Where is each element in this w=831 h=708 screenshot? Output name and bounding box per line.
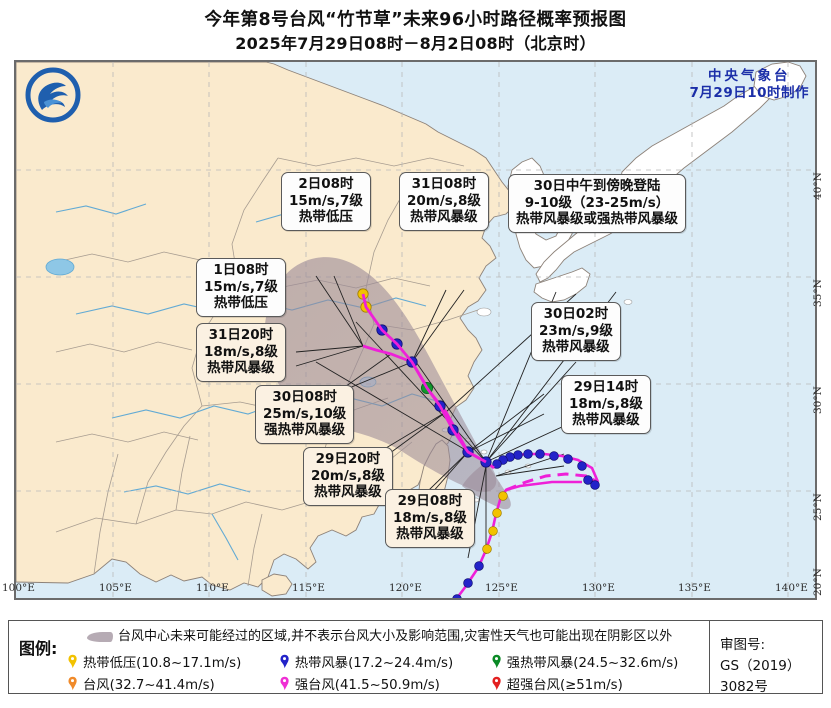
cone-swatch-icon: [87, 631, 113, 642]
axis-lat-20: 20°N: [812, 568, 824, 596]
legend-row-1: 热带低压(10.8~17.1m/s) 热带风暴(17.2~24.4m/s): [67, 650, 707, 672]
lake-1: [45, 258, 75, 276]
legend-cone-note: 台风中心未来可能经过的区域,并不表示台风大小及影响范围,灾害性天气也可能出现在阴…: [118, 629, 673, 644]
typhoon-symbol-icon: [67, 654, 78, 669]
typhoon-symbol-icon: [491, 654, 502, 669]
probability-cone: [264, 257, 497, 492]
callout-wind: 18m/s,8级: [393, 509, 467, 526]
callout-f-0729-14[interactable]: 29日14时 18m/s,8级 热带风暴级: [561, 375, 651, 434]
callout-time: 30日08时: [272, 389, 337, 405]
title-line-2: 2025年7月29日08时－8月2日08时（北京时）: [235, 34, 596, 53]
callout-grade: 热带风暴级: [396, 526, 464, 542]
legend-label-ts: 热带风暴(17.2~24.4m/s): [294, 655, 454, 671]
hainan-land: [261, 573, 293, 597]
callout-wind: 23m/s,9级: [539, 322, 613, 339]
callout-time: 1日08时: [213, 262, 269, 278]
callout-wind: 18m/s,8级: [204, 343, 278, 360]
cma-agency-name: 中央气象台: [708, 68, 791, 84]
callout-grade: 热带风暴级: [207, 360, 275, 376]
axis-lon-125: 125°E: [485, 582, 518, 594]
axis-lat-30: 30°N: [812, 386, 824, 414]
callout-time: 29日08时: [397, 493, 463, 509]
typhoon-symbol-icon: [67, 676, 78, 691]
cma-issue-time: 7月29日10时制作: [689, 85, 809, 101]
callout-grade: 热带风暴级: [542, 339, 610, 355]
callout-time: 29日14时: [573, 379, 639, 395]
callout-grade: 热带风暴级: [572, 412, 640, 428]
axis-lon-120: 120°E: [389, 582, 422, 594]
axis-lon-135: 135°E: [678, 582, 711, 594]
callout-f-0729-20[interactable]: 29日20时 20m/s,8级 热带风暴级: [303, 447, 393, 506]
legend-label-sts: 强热带风暴(24.5~32.6m/s): [506, 655, 679, 671]
typhoon-symbol-icon: [279, 676, 290, 691]
callout-time: 2日08时: [298, 176, 354, 192]
callout-f-0731-08[interactable]: 31日08时 20m/s,8级 热带风暴级: [399, 172, 489, 231]
callout-f-0729-08[interactable]: 29日08时 18m/s,8级 热带风暴级: [385, 489, 475, 548]
legend-label-td: 热带低压(10.8~17.1m/s): [83, 655, 242, 671]
callout-grade: 热带风暴级: [410, 209, 478, 225]
legend-row-2: 台风(32.7~41.4m/s) 强台风(41.5~50.9m/s): [67, 672, 707, 694]
callout-grade: 热带风暴级或强热带风暴级: [516, 211, 678, 227]
legend-category-rows: 热带低压(10.8~17.1m/s) 热带风暴(17.2~24.4m/s): [67, 650, 707, 694]
legend-panel: 图例: 台风中心未来可能经过的区域,并不表示台风大小及影响范围,灾害性天气也可能…: [8, 620, 823, 695]
legend-item-sty: 强台风(41.5~50.9m/s): [279, 674, 491, 693]
callout-grade: 热带低压: [298, 209, 353, 225]
legend-item-superty: 超强台风(≥51m/s): [491, 674, 707, 693]
callout-f-0730-08[interactable]: 30日08时 25m/s,10级 强热带风暴级: [255, 385, 355, 444]
legend-item-sts: 强热带风暴(24.5~32.6m/s): [491, 652, 707, 671]
callout-wind: 15m/s,7级: [204, 278, 278, 295]
title-line-1: 今年第8号台风“竹节草”未来96小时路径概率预报图: [204, 10, 627, 30]
cma-logo: [25, 67, 81, 123]
axis-lat-35: 35°N: [812, 279, 824, 307]
callout-wind: 18m/s,8级: [569, 395, 643, 412]
callout-grade: 热带风暴级: [314, 484, 382, 500]
callout-f-0802-08[interactable]: 2日08时 15m/s,7级 热带低压: [281, 172, 371, 231]
callout-time: 31日08时: [411, 176, 477, 192]
axis-lon-110: 110°E: [196, 582, 229, 594]
legend-item-ts: 热带风暴(17.2~24.4m/s): [279, 652, 491, 671]
history-track-markers: [452, 449, 600, 598]
graticule: [16, 62, 815, 598]
axis-lon-100: 100°E: [2, 582, 35, 594]
axis-lon-115: 115°E: [292, 582, 325, 594]
japan-hokkaido-land: [753, 62, 807, 101]
approval-number: GS（2019）3082号: [720, 658, 801, 695]
axis-lon-140: 140°E: [775, 582, 808, 594]
forecast-track-line-upper: [361, 293, 487, 464]
legend-item-ty: 台风(32.7~41.4m/s): [67, 674, 279, 693]
callout-wind: 20m/s,8级: [311, 467, 385, 484]
callout-f-landfall[interactable]: 30日中午到傍晚登陆 9-10级（23-25m/s） 热带风暴级或强热带风暴级: [508, 174, 686, 233]
callout-time: 31日20时: [208, 327, 274, 343]
japan-kyushu-shikoku-land: [533, 267, 591, 303]
legend-label-ty: 台风(32.7~41.4m/s): [83, 677, 215, 693]
callout-time: 30日中午到傍晚登陆: [533, 178, 661, 194]
callout-wind: 9-10级（23-25m/s）: [524, 194, 670, 211]
callout-time: 30日02时: [543, 306, 609, 322]
callout-grade: 热带低压: [213, 295, 268, 311]
page-title: 今年第8号台风“竹节草”未来96小时路径概率预报图 2025年7月29日08时－…: [0, 0, 831, 55]
callout-grade: 强热带风暴级: [264, 422, 346, 438]
approval-label: 审图号:: [720, 637, 766, 653]
callout-f-0801-08[interactable]: 1日08时 15m/s,7级 热带低压: [196, 258, 286, 317]
callout-wind: 25m/s,10级: [263, 405, 347, 422]
callout-wind: 20m/s,8级: [407, 192, 481, 209]
legend-title: 图例:: [19, 639, 58, 658]
axis-lon-130: 130°E: [582, 582, 615, 594]
callout-f-0731-20[interactable]: 31日20时 18m/s,8级 热带风暴级: [196, 323, 286, 382]
typhoon-symbol-icon: [491, 676, 502, 691]
axis-lat-40: 40°N: [812, 172, 824, 200]
axis-lat-25: 25°N: [812, 493, 824, 521]
axis-lon-105: 105°E: [99, 582, 132, 594]
cma-watermark: 中央气象台 7月29日10时制作: [690, 68, 809, 102]
callout-time: 29日20时: [315, 451, 381, 467]
approval-section: 审图号: GS（2019）3082号: [709, 621, 822, 695]
callout-f-0730-02[interactable]: 30日02时 23m/s,9级 热带风暴级: [531, 302, 621, 361]
legend-left-section: 图例: 台风中心未来可能经过的区域,并不表示台风大小及影响范围,灾害性天气也可能…: [9, 621, 709, 693]
legend-label-sty: 强台风(41.5~50.9m/s): [294, 677, 440, 693]
legend-item-td: 热带低压(10.8~17.1m/s): [67, 652, 279, 671]
callout-wind: 15m/s,7级: [289, 192, 363, 209]
typhoon-symbol-icon: [279, 654, 290, 669]
legend-cone-note-row: 台风中心未来可能经过的区域,并不表示台风大小及影响范围,灾害性天气也可能出现在阴…: [87, 626, 672, 648]
legend-label-superty: 超强台风(≥51m/s): [506, 677, 623, 693]
